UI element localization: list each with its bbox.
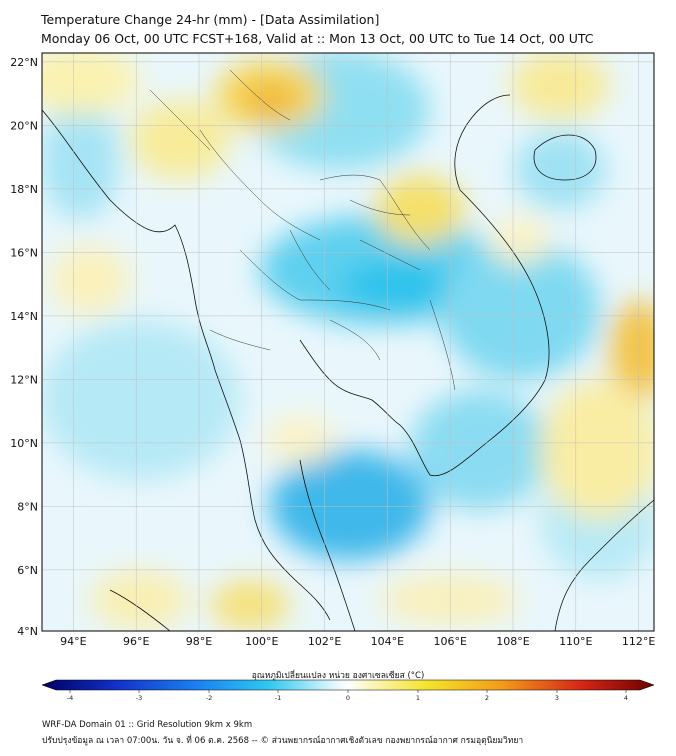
- lon-tick: 108°E: [496, 635, 529, 648]
- footer-credit: ปรับปรุงข้อมูล ณ เวลา 07:00น. วัน จ. ที่…: [42, 736, 524, 746]
- lat-tick: 4°N: [17, 625, 38, 638]
- map-frame: [41, 52, 655, 632]
- lat-tick: 14°N: [10, 310, 38, 323]
- lat-tick: 12°N: [10, 373, 38, 386]
- lon-tick: 102°E: [308, 635, 341, 648]
- colorbar-bar: [41, 679, 655, 691]
- lat-tick: 10°N: [10, 437, 38, 450]
- coastlines: [42, 94, 654, 631]
- lat-tick: 16°N: [10, 246, 38, 259]
- lon-tick: 94°E: [60, 635, 86, 648]
- colorbar-tick: 4: [624, 694, 628, 702]
- footer-model-info: WRF-DA Domain 01 :: Grid Resolution 9km …: [42, 720, 253, 730]
- colorbar-tick: -3: [136, 694, 142, 702]
- colorbar-title: อุณหภูมิเปลี่ยนแปลง หน่วย องศาเซลเซียส (…: [251, 671, 425, 681]
- colorbar-tick: 0: [346, 694, 350, 702]
- lon-tick: 96°E: [123, 635, 149, 648]
- lon-tick: 98°E: [186, 635, 212, 648]
- gridlines: [42, 53, 654, 631]
- lat-tick: 18°N: [10, 183, 38, 196]
- lon-axis: 94°E 96°E 98°E 100°E 102°E 104°E 106°E 1…: [60, 635, 655, 648]
- colorbar-tick: -1: [275, 694, 281, 702]
- temperature-field: [42, 53, 654, 631]
- colorbar-tick: 2: [485, 694, 489, 702]
- colorbar-tick: 1: [416, 694, 420, 702]
- lon-tick: 104°E: [371, 635, 404, 648]
- lon-tick: 106°E: [433, 635, 466, 648]
- lat-tick: 22°N: [10, 56, 38, 69]
- admin-borders: [149, 69, 456, 391]
- lat-axis: 22°N 20°N 18°N 16°N 14°N 12°N 10°N 8°N 6…: [10, 56, 38, 638]
- colorbar-tick: -2: [206, 694, 212, 702]
- lon-tick: 110°E: [559, 635, 592, 648]
- colorbar-tick: -4: [67, 694, 73, 702]
- lon-tick: 100°E: [245, 635, 278, 648]
- map-title: Temperature Change 24-hr (mm) - [Data As…: [41, 12, 380, 27]
- colorbar: -4 -3 -2 -1 0 1 2 3 4: [41, 679, 655, 702]
- lat-tick: 8°N: [17, 500, 38, 513]
- lat-tick: 6°N: [17, 564, 38, 577]
- lat-tick: 20°N: [10, 119, 38, 132]
- lon-tick: 112°E: [622, 635, 655, 648]
- map-subtitle: Monday 06 Oct, 00 UTC FCST+168, Valid at…: [41, 31, 594, 46]
- colorbar-tick: 3: [555, 694, 559, 702]
